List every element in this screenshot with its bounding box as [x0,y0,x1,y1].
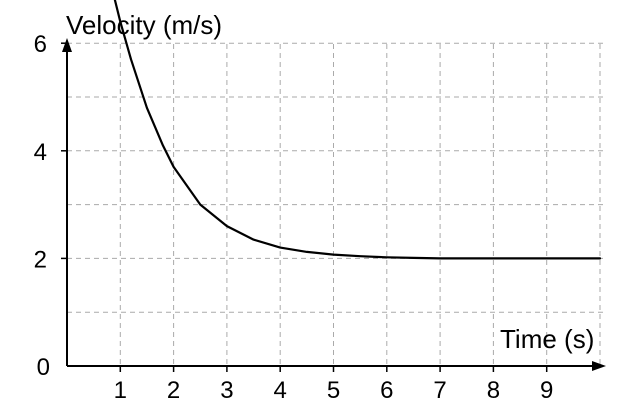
x-tick-label-9: 9 [540,377,553,404]
x-tick-label-1: 1 [114,377,127,404]
ticks-layer [61,42,548,372]
y-tick-label-6: 6 [34,31,47,58]
y-tick-label-4: 4 [34,139,47,166]
x-tick-label-8: 8 [487,377,500,404]
labels-layer: Velocity (m/s) Time (s) 1234567890246810 [34,10,595,404]
x-tick-label-5: 5 [327,377,340,404]
x-tick-label-4: 4 [274,377,287,404]
y-axis-arrow-icon [62,38,72,52]
series-line-velocity [113,0,602,260]
y-tick-label-2: 2 [34,246,47,273]
grid-layer [67,42,604,366]
axes-layer [62,38,606,371]
x-axis-title: Time (s) [500,324,594,354]
y-axis-title: Velocity (m/s) [66,10,222,40]
series-layer [113,0,602,260]
x-tick-label-3: 3 [220,377,233,404]
x-axis-arrow-icon [592,361,606,371]
x-tick-label-6: 6 [380,377,393,404]
y-tick-label-0: 0 [37,354,50,381]
x-tick-label-7: 7 [433,377,446,404]
x-tick-label-2: 2 [167,377,180,404]
